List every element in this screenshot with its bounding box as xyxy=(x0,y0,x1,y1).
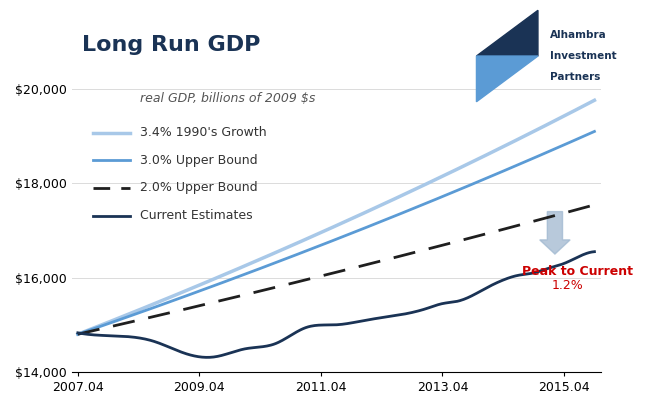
3.0% Upper Bound xyxy=(591,129,599,134)
Current Estimates xyxy=(244,346,252,351)
Current Estimates xyxy=(74,330,81,335)
Text: Investment: Investment xyxy=(550,51,616,61)
2.0% Upper Bound xyxy=(279,283,286,288)
3.4% 1990's Growth xyxy=(591,98,599,103)
3.4% 1990's Growth xyxy=(136,307,144,312)
Polygon shape xyxy=(476,10,538,56)
Text: 3.0% Upper Bound: 3.0% Upper Bound xyxy=(141,154,258,167)
3.0% Upper Bound xyxy=(136,310,144,315)
Current Estimates xyxy=(591,249,599,254)
Text: 1.2%: 1.2% xyxy=(552,279,583,292)
Line: 3.4% 1990's Growth: 3.4% 1990's Growth xyxy=(78,100,595,334)
Text: Long Run GDP: Long Run GDP xyxy=(82,36,261,56)
Current Estimates xyxy=(136,336,144,341)
2.0% Upper Bound xyxy=(591,202,599,207)
3.4% 1990's Growth xyxy=(242,263,250,268)
3.0% Upper Bound xyxy=(447,191,455,196)
Text: 3.4% 1990's Growth: 3.4% 1990's Growth xyxy=(141,126,267,139)
Current Estimates xyxy=(204,355,212,360)
Text: 2.0% Upper Bound: 2.0% Upper Bound xyxy=(141,182,258,195)
Text: real GDP, billions of 2009 $s: real GDP, billions of 2009 $s xyxy=(141,92,316,105)
3.0% Upper Bound xyxy=(449,190,457,195)
Text: Partners: Partners xyxy=(550,72,600,82)
FancyArrow shape xyxy=(540,211,570,254)
2.0% Upper Bound xyxy=(136,317,144,322)
Polygon shape xyxy=(476,56,538,102)
Text: Peak to Current: Peak to Current xyxy=(522,265,633,278)
3.4% 1990's Growth xyxy=(447,170,455,175)
Current Estimates xyxy=(451,299,459,304)
3.0% Upper Bound xyxy=(399,210,407,215)
3.4% 1990's Growth xyxy=(74,332,81,337)
Line: 3.0% Upper Bound: 3.0% Upper Bound xyxy=(78,131,595,334)
2.0% Upper Bound xyxy=(74,332,81,337)
3.0% Upper Bound xyxy=(74,332,81,337)
2.0% Upper Bound xyxy=(399,253,407,258)
3.4% 1990's Growth xyxy=(279,247,286,252)
2.0% Upper Bound xyxy=(449,240,457,245)
Current Estimates xyxy=(400,312,408,317)
Line: 2.0% Upper Bound: 2.0% Upper Bound xyxy=(78,205,595,334)
3.4% 1990's Growth xyxy=(399,193,407,198)
Current Estimates xyxy=(448,300,456,305)
3.4% 1990's Growth xyxy=(449,169,457,173)
Text: Alhambra: Alhambra xyxy=(550,30,606,40)
Text: Current Estimates: Current Estimates xyxy=(141,209,253,222)
3.0% Upper Bound xyxy=(242,271,250,276)
Current Estimates xyxy=(280,337,288,342)
3.0% Upper Bound xyxy=(279,258,286,263)
2.0% Upper Bound xyxy=(242,292,250,297)
2.0% Upper Bound xyxy=(447,240,455,245)
Line: Current Estimates: Current Estimates xyxy=(78,252,595,357)
